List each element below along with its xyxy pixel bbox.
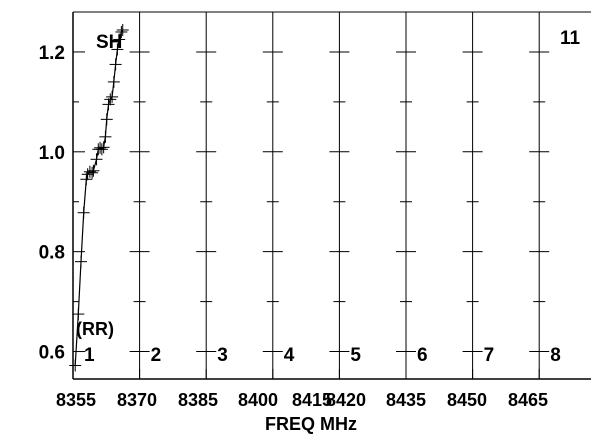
panel-number-label: 1 [84,345,95,366]
x-tick-label: 8420 [326,390,366,410]
x-tick-label: 8400 [238,390,278,410]
data-point [74,255,87,268]
data-point [97,141,110,154]
data-point [77,206,90,219]
panel-number-label: 7 [484,345,495,366]
data-point [106,90,119,103]
panel-count-label: 11 [560,28,581,49]
y-tick-label: 1.2 [39,43,65,64]
data-point [104,93,117,106]
data-point [86,166,99,179]
x-tick-label: 8385 [178,390,218,410]
data-point [116,23,129,36]
x-tick-label: 8450 [447,390,487,410]
data-point [109,58,122,71]
data-series [69,23,129,372]
data-point [87,164,100,177]
x-tick-label: 8465 [508,390,548,410]
panel-number-label: 5 [350,345,361,366]
data-point [90,153,103,166]
data-point [100,113,113,126]
panel-dividers [139,12,540,379]
data-point [80,173,93,186]
panel-number-label: 3 [217,345,228,366]
data-point [111,43,124,56]
tick-marks [72,51,550,379]
data-point [115,25,128,38]
series-line [74,29,124,366]
x-tick-label: 8370 [117,390,157,410]
x-tick-label: 8435 [386,390,426,410]
data-point [102,98,115,111]
data-point [113,33,126,46]
y-tick-label: 1.0 [39,143,65,164]
source-label: SH [96,32,122,53]
data-point [72,308,85,321]
y-tick-label: 0.6 [39,343,65,364]
panel-number-label: 4 [284,345,295,366]
x-tick-label: 8355 [56,390,96,410]
data-point [99,130,112,143]
stokes-label: (RR) [76,319,114,339]
panel-number-label: 8 [550,345,561,366]
data-point [107,75,120,88]
y-tick-label: 0.8 [39,243,65,264]
x-axis-label: FREQ MHz [265,414,357,434]
data-point [95,143,108,156]
panel-number-label: 6 [417,345,428,366]
panel-number-label: 2 [151,345,162,366]
x-tick-label: 8415 [292,390,332,410]
data-point [69,359,82,372]
plot-frame [72,11,591,380]
